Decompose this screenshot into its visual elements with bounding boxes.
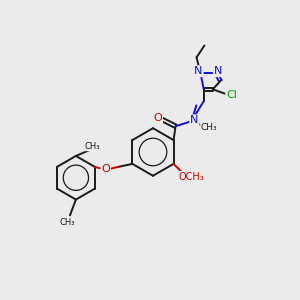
Text: CH₃: CH₃ [201,123,217,132]
Text: O: O [153,113,162,123]
Text: Cl: Cl [226,90,237,100]
Text: O: O [101,164,110,174]
Text: CH₃: CH₃ [59,218,75,227]
Text: N: N [214,66,222,76]
Text: N: N [190,115,199,125]
Text: CH₃: CH₃ [84,142,100,151]
Text: N: N [194,66,203,76]
Text: OCH₃: OCH₃ [178,172,204,182]
